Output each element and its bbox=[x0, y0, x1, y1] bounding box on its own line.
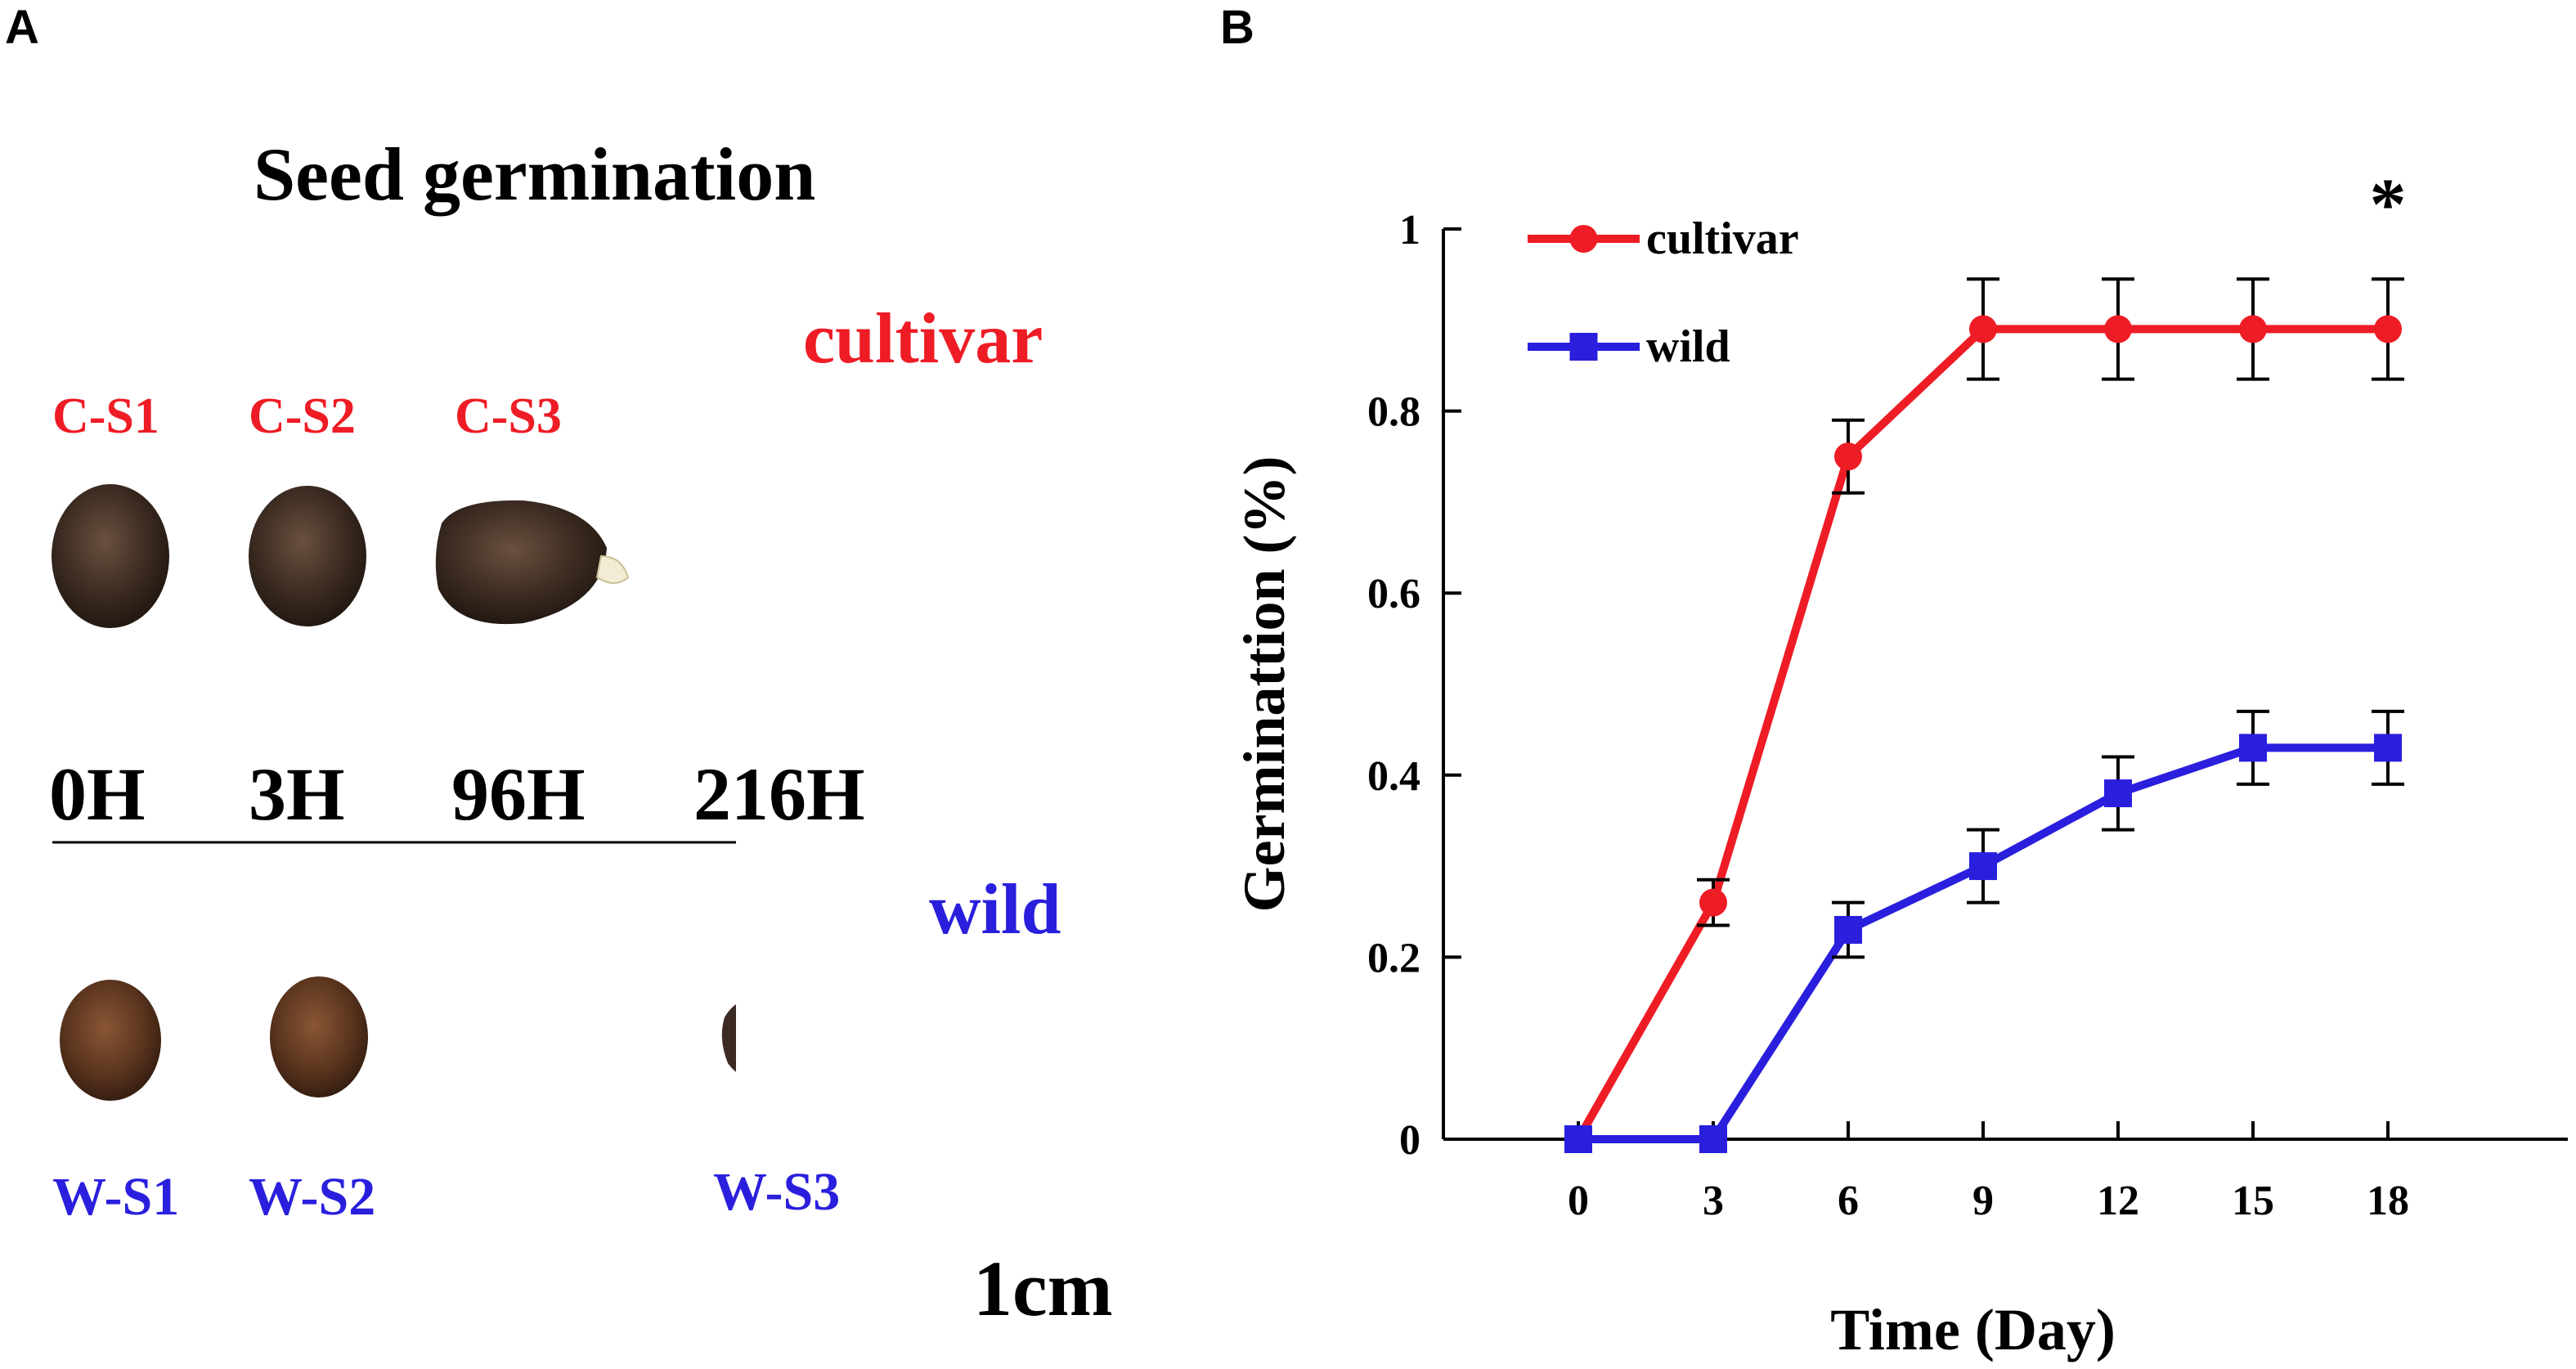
x-tick-label: 6 bbox=[1838, 1178, 1859, 1224]
y-tick-label: 0.4 bbox=[1367, 753, 1420, 800]
seed-images-cultivar bbox=[52, 484, 736, 1101]
x-tick-label: 12 bbox=[2097, 1178, 2139, 1224]
data-point-cultivar bbox=[2239, 315, 2267, 343]
data-point-wild bbox=[1699, 1125, 1727, 1153]
x-tick-label: 0 bbox=[1568, 1178, 1589, 1224]
wild-label: wild bbox=[929, 870, 1061, 949]
sprout-c-s3 bbox=[595, 554, 630, 584]
chart-legend: cultivar wild bbox=[1528, 213, 1799, 372]
seed-c-s2 bbox=[249, 486, 366, 626]
wild-sample-label: W-S2 bbox=[249, 1167, 376, 1227]
y-tick-label: 0.6 bbox=[1367, 571, 1420, 617]
series-line-wild bbox=[1578, 743, 2388, 1143]
seed-c-s1 bbox=[52, 484, 169, 628]
cultivar-sample-label: C-S3 bbox=[455, 388, 562, 444]
cultivar-sample-label: C-S2 bbox=[249, 388, 356, 444]
significance-asterisk: * bbox=[2370, 164, 2407, 245]
x-axis-label: Time (Day) bbox=[1830, 1297, 2116, 1362]
timepoint-label: 0H bbox=[49, 752, 146, 836]
data-point-cultivar bbox=[1699, 888, 1727, 917]
y-tick-label: 0.2 bbox=[1367, 935, 1420, 981]
timepoint-label: 96H bbox=[451, 752, 586, 836]
germination-chart: 0 0.2 0.4 0.6 0.8 1 0 3 6 9 12 15 18 cultivar wild Ge… bbox=[1232, 164, 2568, 1362]
timepoint-label: 3H bbox=[249, 752, 345, 836]
data-point-wild bbox=[2104, 779, 2132, 808]
wild-sample-label: W-S1 bbox=[52, 1167, 180, 1227]
x-tick-label: 18 bbox=[2367, 1178, 2409, 1224]
seed-w-s1 bbox=[60, 980, 161, 1101]
scale-bar-label: 1cm bbox=[973, 1245, 1113, 1332]
data-point-wild bbox=[2374, 734, 2402, 762]
x-tick-label: 9 bbox=[1972, 1178, 1994, 1224]
data-point-wild bbox=[1969, 852, 1997, 881]
legend-marker-wild bbox=[1569, 333, 1598, 361]
seed-w-s3 bbox=[721, 1004, 736, 1072]
chart-axes: 0 0.2 0.4 0.6 0.8 1 0 3 6 9 12 15 18 bbox=[1367, 207, 2568, 1224]
legend-label-cultivar: cultivar bbox=[1646, 213, 1799, 264]
cultivar-sample-label: C-S1 bbox=[52, 388, 159, 444]
seed-c-s3 bbox=[435, 500, 607, 625]
x-tick-label: 3 bbox=[1703, 1178, 1724, 1224]
panel-letter-b: B bbox=[1220, 1, 1254, 54]
y-tick-label: 1 bbox=[1399, 207, 1420, 254]
panel-letter-a: A bbox=[5, 1, 39, 54]
chart-series bbox=[1564, 277, 2404, 1153]
data-point-wild bbox=[2239, 734, 2267, 762]
data-point-cultivar bbox=[2104, 315, 2132, 343]
seed-w-s2 bbox=[270, 976, 368, 1097]
panel-a-title: Seed germination bbox=[254, 132, 816, 216]
timepoint-label: 216H bbox=[693, 752, 865, 836]
cultivar-label: cultivar bbox=[803, 299, 1043, 379]
data-point-wild bbox=[1564, 1125, 1592, 1153]
data-point-cultivar bbox=[2374, 315, 2402, 343]
legend-label-wild: wild bbox=[1646, 321, 1730, 372]
y-tick-label: 0 bbox=[1399, 1117, 1420, 1164]
legend-marker-cultivar bbox=[1569, 225, 1598, 253]
wild-sample-label: W-S3 bbox=[713, 1162, 841, 1222]
data-point-wild bbox=[1834, 916, 1862, 945]
x-tick-label: 15 bbox=[2232, 1178, 2274, 1224]
data-point-cultivar bbox=[1969, 315, 1997, 343]
y-tick-label: 0.8 bbox=[1367, 389, 1420, 436]
data-point-cultivar bbox=[1834, 442, 1862, 471]
y-axis-label: Germinattion (%) bbox=[1232, 456, 1297, 913]
